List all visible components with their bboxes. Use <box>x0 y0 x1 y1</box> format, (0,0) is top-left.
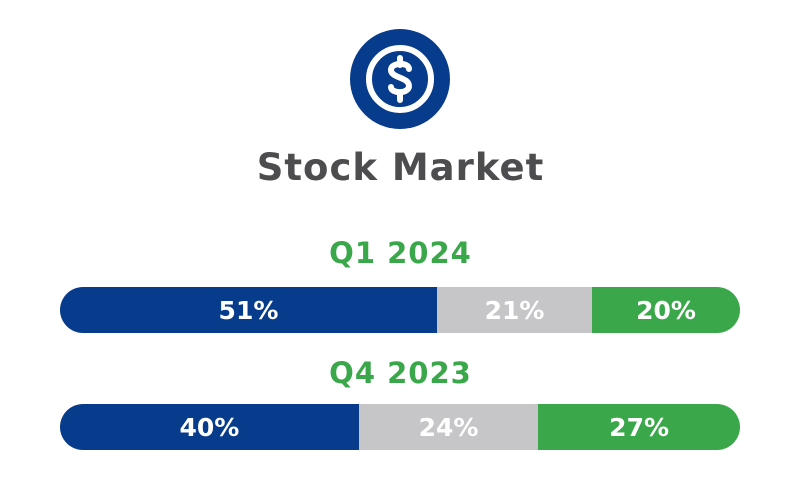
segment-label: 24% <box>418 412 479 442</box>
bar-segment: 20% <box>592 287 740 333</box>
segment-label: 27% <box>609 412 670 442</box>
bar-segment: 51% <box>60 287 437 333</box>
bar-segment: 24% <box>358 404 539 450</box>
segment-label: 21% <box>484 295 545 325</box>
bar-segment: 27% <box>538 404 740 450</box>
segment-label: 20% <box>636 295 696 325</box>
period-label-q4-2023: Q4 2023 <box>329 356 472 390</box>
chart-title: Stock Market <box>256 146 545 189</box>
dollar-coin-icon <box>348 27 452 131</box>
period-label-q1-2024: Q1 2024 <box>329 236 472 270</box>
bar-segment: 21% <box>436 287 593 333</box>
segment-label: 40% <box>179 412 240 442</box>
stacked-bar-q4-2023: 40% 24% 27% <box>60 404 740 450</box>
segment-label: 51% <box>218 295 279 325</box>
bar-segment: 40% <box>60 404 359 450</box>
stacked-bar-q1-2024: 51% 21% 20% <box>60 287 740 333</box>
